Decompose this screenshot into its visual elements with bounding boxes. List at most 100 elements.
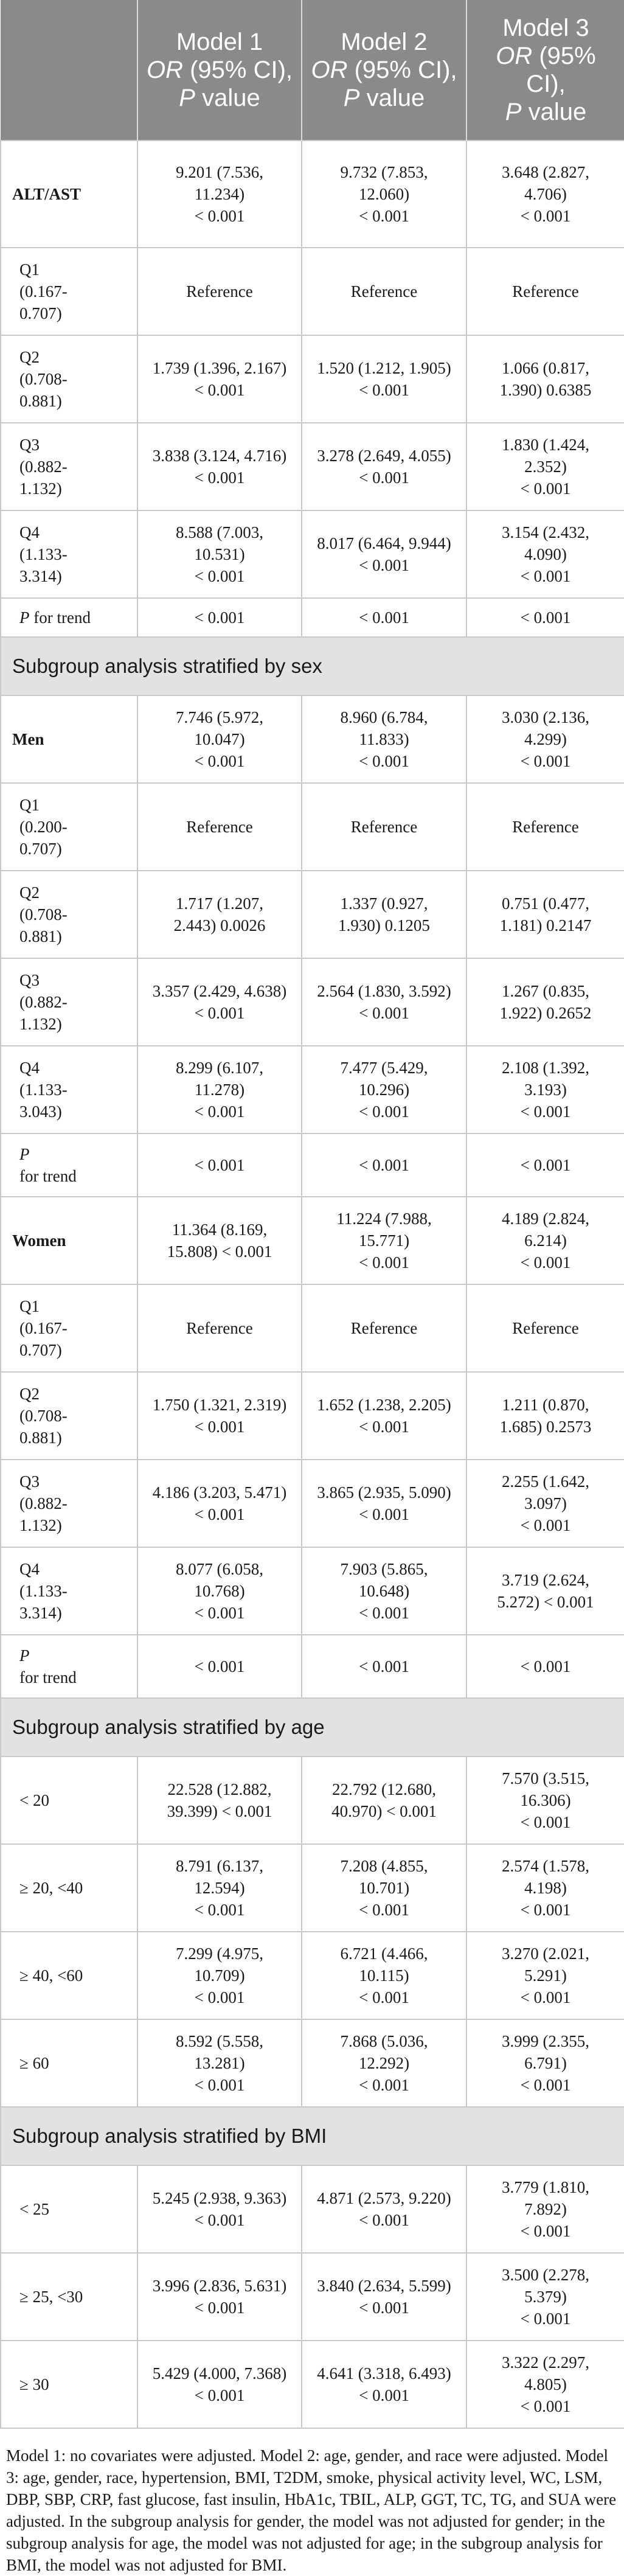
cell-model-3: 2.574 (1.578, 4.198) < 0.001 (466, 1843, 624, 1932)
cell-model-1: Reference (137, 1284, 302, 1373)
header-model-3-value: value (521, 99, 587, 125)
cell-model-1: 5.245 (2.938, 9.363) < 0.001 (137, 2165, 302, 2254)
cell-model-2: 4.641 (3.318, 6.493) < 0.001 (301, 2340, 467, 2429)
table-row: Q4 (1.133- 3.314) 8.077 (6.058, 10.768) < 0.0… (0, 1547, 624, 1635)
table-row: Men 7.746 (5.972, 10.047) < 0.001 8.960 (6.7… (0, 695, 624, 784)
cell-model-2: 8.017 (6.464, 9.944) < 0.001 (301, 510, 467, 599)
cell-model-2: 7.208 (4.855, 10.701) < 0.001 (301, 1843, 467, 1932)
cell-model-1: 8.077 (6.058, 10.768) < 0.001 (137, 1547, 302, 1635)
cell-model-3: 1.066 (0.817, 1.390) 0.6385 (466, 335, 624, 423)
cell-model-2: < 0.001 (301, 1634, 467, 1699)
cell-model-3: 7.570 (3.515, 16.306) < 0.001 (466, 1756, 624, 1845)
cell-model-3: 1.267 (0.835, 1.922) 0.2652 (466, 958, 624, 1046)
cell-model-1: 3.357 (2.429, 4.638) < 0.001 (137, 958, 302, 1046)
cell-model-3: < 0.001 (466, 1634, 624, 1699)
cell-model-1: 7.746 (5.972, 10.047) < 0.001 (137, 695, 302, 784)
table-row: Q3 (0.882- 1.132) 3.357 (2.429, 4.638) < 0.0… (0, 958, 624, 1046)
cell-model-2: < 0.001 (301, 1133, 467, 1197)
cell-model-1: Reference (137, 247, 302, 336)
cell-model-2: 1.520 (1.212, 1.905) < 0.001 (301, 335, 467, 423)
cell-model-2: 11.224 (7.988, 15.771) < 0.001 (301, 1196, 467, 1285)
cell-model-1: < 0.001 (137, 1634, 302, 1699)
row-label: Q3 (0.882- 1.132) (0, 1459, 138, 1548)
table-row: < 20 22.528 (12.882, 39.399) < 0.001 22.792… (0, 1756, 624, 1845)
for-trend-text: for trend (19, 1668, 77, 1687)
row-label: Q2 (0.708- 0.881) (0, 335, 138, 423)
cell-model-1: 8.592 (5.558, 13.281) < 0.001 (137, 2019, 302, 2108)
header-model-3-name: Model 3 (502, 15, 589, 41)
cell-model-3: < 0.001 (466, 1133, 624, 1197)
cell-model-3: 3.648 (2.827, 4.706) < 0.001 (466, 140, 624, 248)
table-row: Q1 (0.200- 0.707) Reference Reference Referen… (0, 782, 624, 871)
header-model-2-ci: (95% CI), (347, 57, 457, 83)
cell-model-1: 5.429 (4.000, 7.368) < 0.001 (137, 2340, 302, 2429)
header-model-3-ci: (95% CI), (526, 43, 596, 97)
row-label: ≥ 60 (0, 2019, 138, 2108)
cell-model-2: 1.652 (1.238, 2.205) < 0.001 (301, 1371, 467, 1460)
row-label: Q1 (0.167- 0.707) (0, 247, 138, 336)
row-label: Q4 (1.133- 3.043) (0, 1045, 138, 1134)
table-row: Q3 (0.882- 1.132) 4.186 (3.203, 5.471) < 0.0… (0, 1459, 624, 1548)
cell-model-3: Reference (466, 1284, 624, 1373)
header-model-3-stat: OR (496, 43, 533, 69)
cell-model-1: 1.739 (1.396, 2.167) < 0.001 (137, 335, 302, 423)
cell-model-2: < 0.001 (301, 597, 467, 638)
table-row: < 25 5.245 (2.938, 9.363) < 0.001 4.871 (2.… (0, 2165, 624, 2254)
cell-model-3: 3.030 (2.136, 4.299) < 0.001 (466, 695, 624, 784)
cell-model-3: < 0.001 (466, 597, 624, 638)
table-row: ≥ 30 5.429 (4.000, 7.368) < 0.001 4.641 (3.… (0, 2340, 624, 2429)
cell-model-2: 22.792 (12.680, 40.970) < 0.001 (301, 1756, 467, 1845)
cell-model-2: 3.278 (2.649, 4.055) < 0.001 (301, 422, 467, 511)
row-label: < 20 (0, 1756, 138, 1845)
cell-model-1: 3.838 (3.124, 4.716) < 0.001 (137, 422, 302, 511)
cell-model-1: < 0.001 (137, 1133, 302, 1197)
cell-model-1: 1.717 (1.207, 2.443) 0.0026 (137, 870, 302, 959)
cell-model-1: 7.299 (4.975, 10.709) < 0.001 (137, 1931, 302, 2020)
section-header-row: Subgroup analysis stratified by age (0, 1697, 624, 1757)
header-model-1-value: value (195, 85, 260, 111)
cell-model-3: 2.108 (1.392, 3.193) < 0.001 (466, 1045, 624, 1134)
row-label: < 25 (0, 2165, 138, 2254)
table-row: Q4 (1.133- 3.314) 8.588 (7.003, 10.531) < 0.0… (0, 510, 624, 599)
cell-model-3: 0.751 (0.477, 1.181) 0.2147 (466, 870, 624, 959)
cell-model-1: 4.186 (3.203, 5.471) < 0.001 (137, 1459, 302, 1548)
table-row: ≥ 60 8.592 (5.558, 13.281) < 0.001 7.868 (5.… (0, 2019, 624, 2108)
header-model-3: Model 3 OR (95% CI), P value (466, 0, 624, 141)
cell-model-3: 3.779 (1.810, 7.892) < 0.001 (466, 2165, 624, 2254)
row-label: ≥ 40, <60 (0, 1931, 138, 2020)
table-row: Q4 (1.133- 3.043) 8.299 (6.107, 11.278) < 0.0… (0, 1045, 624, 1134)
cell-model-3: 2.255 (1.642, 3.097) < 0.001 (466, 1459, 624, 1548)
cell-model-2: 3.865 (2.935, 5.090) < 0.001 (301, 1459, 467, 1548)
cell-model-3: 1.830 (1.424, 2.352) < 0.001 (466, 422, 624, 511)
cell-model-1: 8.588 (7.003, 10.531) < 0.001 (137, 510, 302, 599)
row-label: Q3 (0.882- 1.132) (0, 958, 138, 1046)
cell-model-2: 6.721 (4.466, 10.115) < 0.001 (301, 1931, 467, 2020)
row-label: Q4 (1.133- 3.314) (0, 510, 138, 599)
cell-model-3: Reference (466, 247, 624, 336)
section-title: Subgroup analysis stratified by sex (0, 636, 624, 696)
header-model-2-name: Model 2 (341, 29, 428, 55)
table-row: Women 11.364 (8.169, 15.808) < 0.001 11.224… (0, 1196, 624, 1285)
table-row: Q2 (0.708- 0.881) 1.717 (1.207, 2.443) 0.002… (0, 870, 624, 959)
header-model-2: Model 2 OR (95% CI), P value (302, 0, 467, 141)
row-label: Q2 (0.708- 0.881) (0, 870, 138, 959)
cell-model-3: 3.999 (2.355, 6.791) < 0.001 (466, 2019, 624, 2108)
cell-model-2: 9.732 (7.853, 12.060) < 0.001 (301, 140, 467, 248)
cell-model-1: < 0.001 (137, 597, 302, 638)
header-blank (1, 0, 138, 141)
section-header-row: Subgroup analysis stratified by BMI (0, 2106, 624, 2166)
section-title: Subgroup analysis stratified by age (0, 1697, 624, 1757)
header-model-2-value: value (359, 85, 425, 111)
cell-model-1: Reference (137, 782, 302, 871)
row-label: Q4 (1.133- 3.314) (0, 1547, 138, 1635)
cell-model-2: 7.868 (5.036, 12.292) < 0.001 (301, 2019, 467, 2108)
row-label: Women (0, 1196, 138, 1285)
cell-model-1: 1.750 (1.321, 2.319) < 0.001 (137, 1371, 302, 1460)
header-model-1: Model 1 OR (95% CI), P value (137, 0, 302, 141)
header-model-3-p: P (505, 99, 522, 125)
row-label: ALT/AST (0, 140, 138, 248)
row-label: Q3 (0.882- 1.132) (0, 422, 138, 511)
